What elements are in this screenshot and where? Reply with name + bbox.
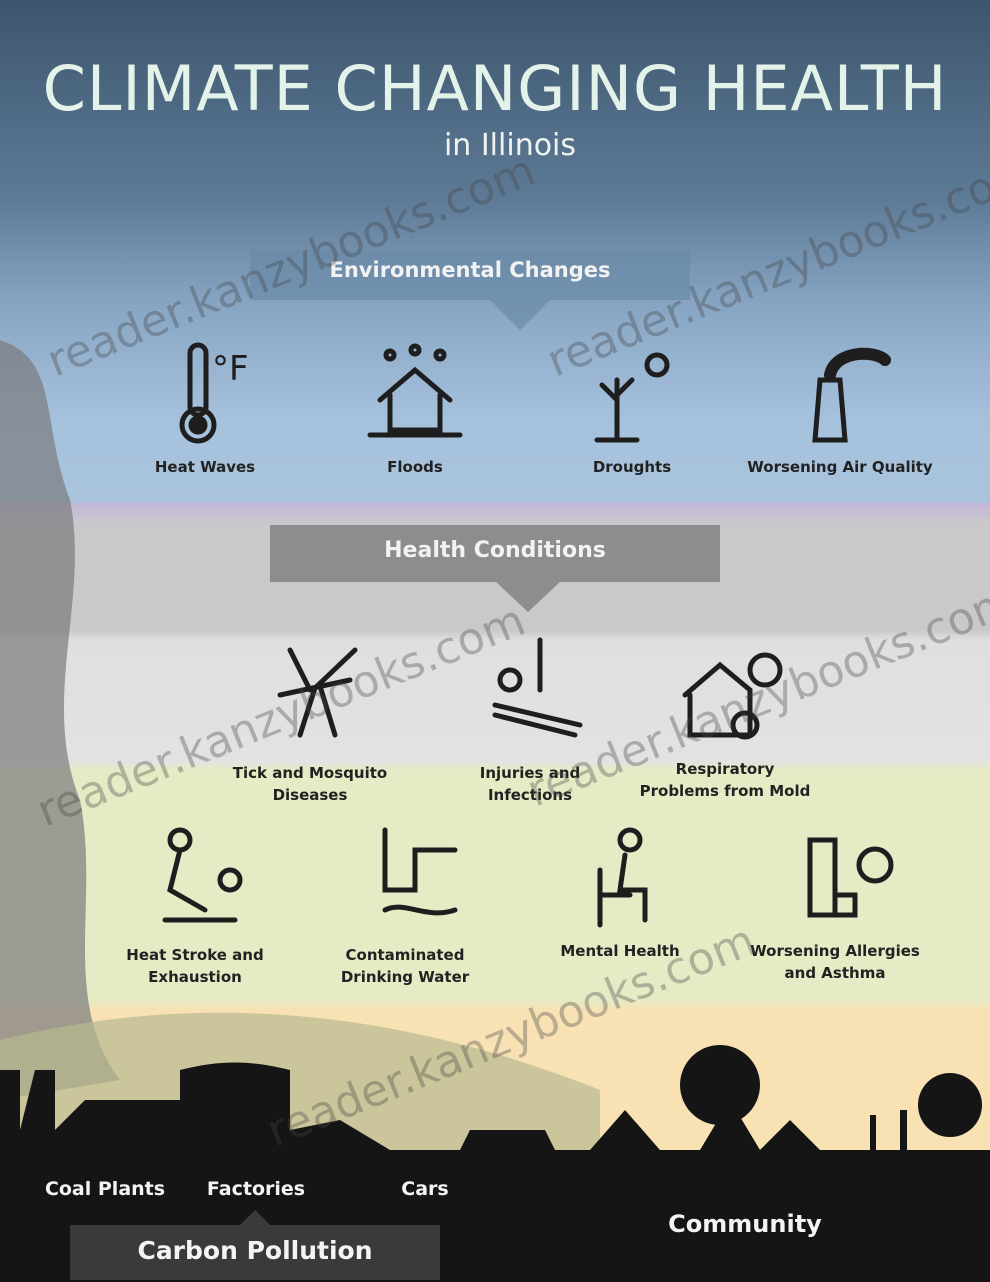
health-label: Contaminated Drinking Water [315,944,495,988]
icon [360,340,470,450]
icon [785,340,895,450]
source-label: Cars [345,1178,505,1200]
icon [785,820,895,930]
svg-text:°F: °F [212,349,249,389]
icon [145,820,255,930]
infographic: CLIMATE CHANGING HEALTH in Illinois Envi… [0,0,990,1282]
icon: °F [150,340,260,450]
icon [355,820,465,930]
environment-label: Floods [320,456,510,478]
health-label: Worsening Allergies and Asthma [745,940,925,984]
community-label: Community [640,1210,850,1238]
source-label: Factories [176,1178,336,1200]
carbon-pollution-label: Carbon Pollution [70,1236,440,1265]
environment-label: Heat Waves [110,456,300,478]
health-label: Heat Stroke and Exhaustion [105,944,285,988]
section-heading: Health Conditions [270,523,720,579]
title: CLIMATE CHANGING HEALTH [0,52,990,125]
icon [570,820,680,930]
environment-label: Droughts [537,456,727,478]
health-label: Tick and Mosquito Diseases [220,762,400,806]
environment-label: Worsening Air Quality [745,456,935,478]
source-label: Coal Plants [25,1178,185,1200]
